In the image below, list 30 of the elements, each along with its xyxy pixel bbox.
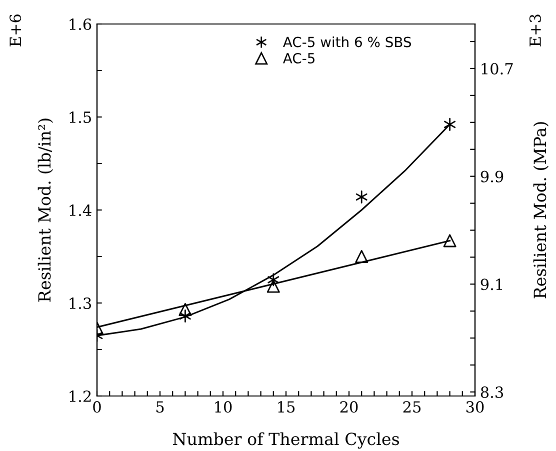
y2-axis-title: Resilient Mod. (MPa): [533, 122, 549, 298]
y-axis-title: Resilient Mod. (lb/in²): [38, 118, 54, 302]
x-tick-label: 20: [340, 401, 358, 413]
x-tick-label: 10: [215, 401, 232, 413]
point: [443, 234, 456, 248]
text: E+6: [10, 14, 22, 46]
x-tick-label: 25: [403, 401, 421, 413]
text: E+3: [529, 14, 541, 46]
y-tick-label: 1.6: [70, 18, 92, 30]
y2-tick-label: 9.1: [480, 278, 502, 290]
x-axis-title: Number of Thermal Cycles: [172, 432, 399, 449]
point: [355, 250, 368, 264]
y2-tick-label: 10.7: [482, 62, 513, 74]
y-tick-label: 1.4: [70, 204, 92, 216]
x-tick-label: 0: [93, 401, 101, 413]
x-tick-label: 30: [466, 401, 484, 413]
legend-label: AC-5 with 6 % SBS: [283, 36, 411, 48]
point: [266, 280, 280, 293]
x-tick-label: 15: [278, 401, 295, 413]
legend-label: AC-5: [283, 52, 314, 64]
point: [268, 273, 280, 286]
point: [356, 190, 368, 204]
point: [178, 303, 192, 316]
y2-tick-label: 9.9: [480, 170, 504, 182]
x-tick-label: 5: [156, 401, 164, 413]
y2-tick-label: 8.3: [480, 386, 504, 398]
y-tick-label: 1.5: [70, 111, 91, 124]
y-tick-label: 1.3: [70, 297, 92, 310]
y-tick-label: 1.2: [70, 390, 91, 402]
point: [444, 118, 456, 131]
